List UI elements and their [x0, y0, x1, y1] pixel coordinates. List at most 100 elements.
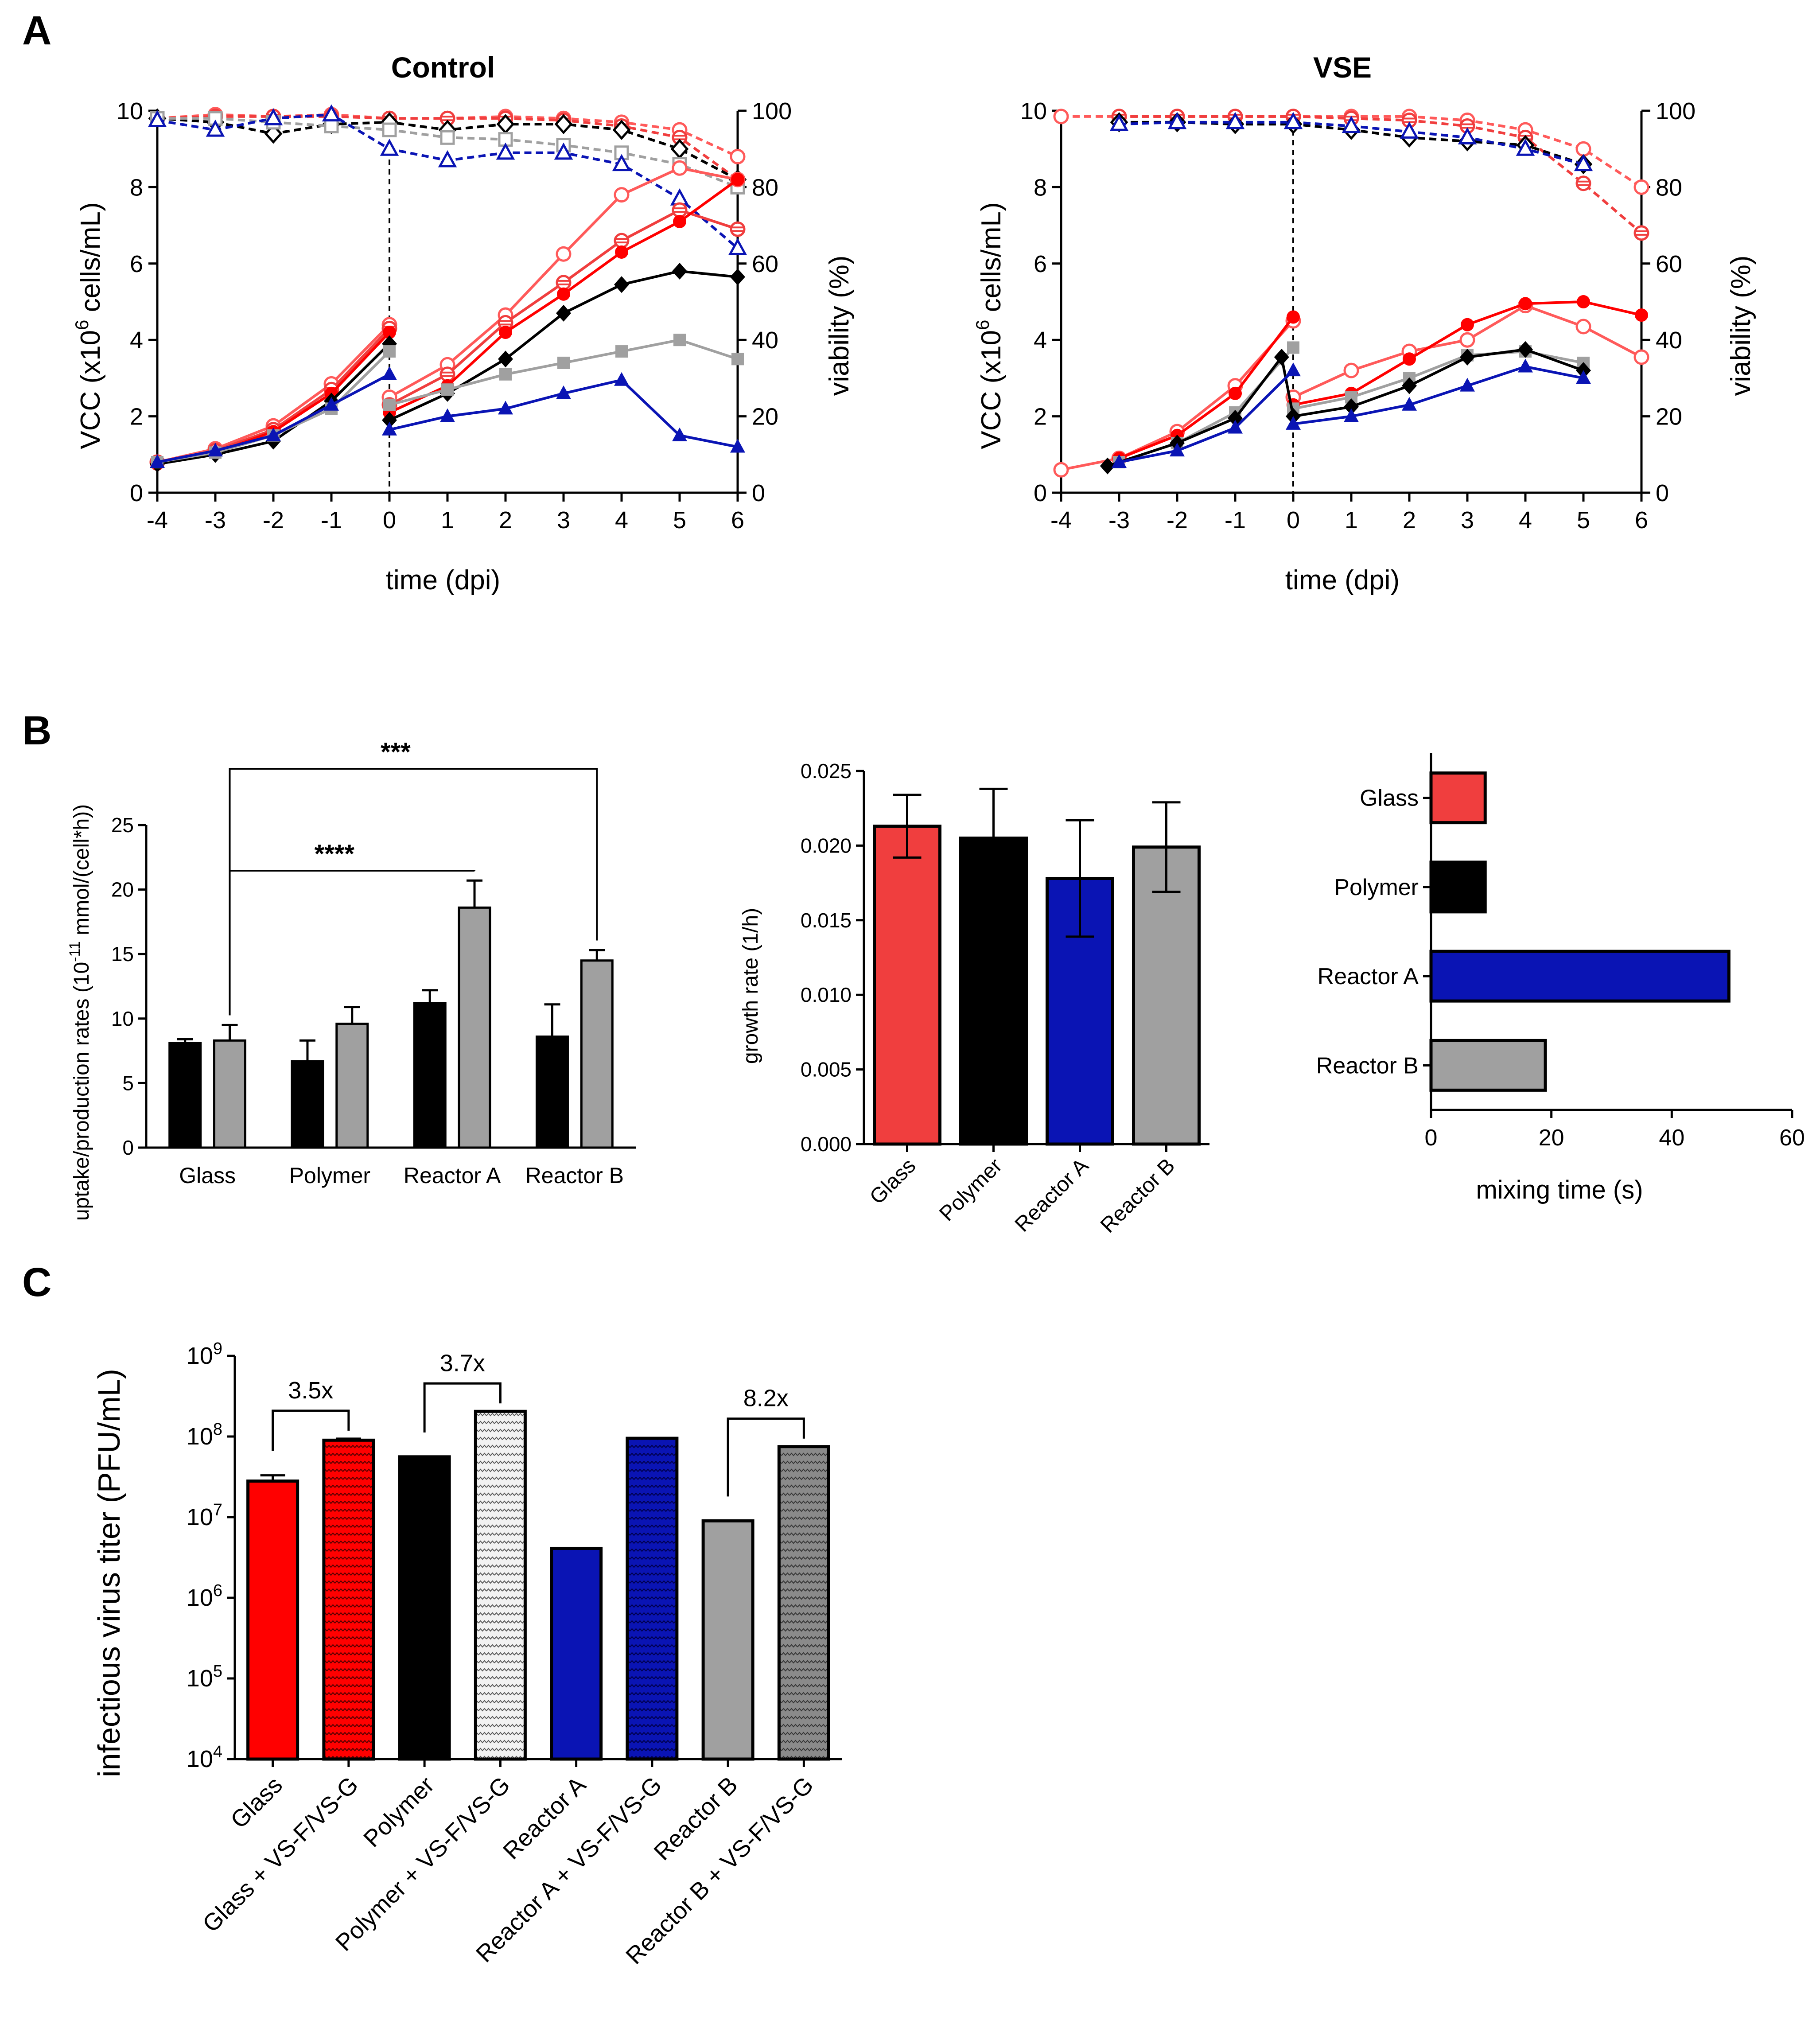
vse-y2tick-label: 100 [1656, 98, 1696, 125]
control-xtick-label: 2 [499, 507, 512, 533]
control-vcc-series-1-point [556, 246, 572, 262]
titer-ytick-exponent: 8 [213, 1420, 222, 1439]
control-viability-series-5-point [612, 154, 631, 171]
growth-category-label: Polymer [935, 1154, 1007, 1226]
chart-control: Control -4 -3 -2 -1 0 1 2 3 4 5 602468100204060801… [71, 51, 855, 596]
vse-vcc-series-2-point [1229, 386, 1242, 400]
vse-ytick-label: 4 [1034, 327, 1047, 354]
rates-bar [335, 1022, 369, 1149]
titer-ytick-label: 104 [187, 1743, 222, 1772]
vse-vcc-series-1-point [1343, 362, 1359, 378]
vse-viability-series-1-point [1633, 179, 1649, 195]
vse-vcc-series-4-point [1344, 398, 1359, 416]
growth-category-label: Reactor B [1096, 1154, 1179, 1237]
vse-viability-series-4 [1109, 112, 1593, 171]
vse-ytick-label: 0 [1034, 480, 1047, 506]
vse-xtick-label: 4 [1519, 507, 1532, 533]
rates-category-label: Polymer [289, 1163, 370, 1188]
control-viability-series-5-point [438, 150, 457, 167]
control-viability-series-5-point [380, 139, 399, 156]
control-vcc-series-5-point [383, 345, 396, 358]
titer-fold-label: 3.5x [288, 1377, 333, 1404]
growth-category-label: Reactor A [1011, 1154, 1093, 1237]
control-ytick-label: 10 [117, 98, 143, 125]
titer-bar [322, 1438, 375, 1761]
vse-vcc-series-2-point [1635, 308, 1648, 322]
vse-vcc-series-4-point [1274, 348, 1289, 366]
control-viability-series-4-point [382, 122, 397, 137]
chart-mixing: 0 20 40 60 Glass Polymer Reactor A Reactor B mi… [1316, 753, 1805, 1204]
vse-ytick-label: 8 [1034, 174, 1047, 201]
chart-rates-ylabel-tail: mmol/(cell*h)) [70, 804, 93, 941]
control-viability-series-5-point [728, 238, 747, 255]
vse-vcc-series-5-point [1112, 454, 1127, 468]
rates-significance-bracket [229, 768, 598, 1016]
vse-vcc-series-5-point [1228, 420, 1243, 434]
titer-fold-bracket [727, 1417, 805, 1497]
vse-vcc-series-2-point [1461, 318, 1474, 331]
chart-growth: 0.000 0.005 0.010 0.015 0.020 0.025 Glass Polym… [739, 759, 1209, 1238]
titer-ytick-base: 10 [187, 1665, 213, 1692]
vse-ytick-label: 10 [1020, 98, 1047, 125]
control-vcc-series-4-point [382, 412, 397, 429]
control-vcc-series-1-point [672, 160, 688, 176]
titer-ytick-label: 109 [187, 1339, 222, 1369]
control-xtick-label: 0 [383, 507, 396, 533]
vse-vcc-series-2-point [1403, 352, 1416, 366]
mixing-xtick-label: 60 [1779, 1125, 1805, 1151]
chart-titer-ylabel: infectious virus titer (PFU/mL) [92, 1369, 126, 1777]
mixing-category-label: Glass [1360, 786, 1419, 811]
control-vcc-series-5-point [383, 398, 396, 411]
rates-category-label: Reactor B [525, 1163, 624, 1188]
vse-vcc-series-1-point [1633, 349, 1649, 365]
vse-xtick-label: -1 [1225, 507, 1246, 533]
titer-bar [246, 1479, 299, 1761]
control-vcc-series-3-point [557, 287, 570, 301]
rates-ytick-label: 25 [111, 814, 134, 837]
vse-ytick-label: 6 [1034, 251, 1047, 277]
rates-bar [535, 1036, 569, 1149]
titer-ytick-exponent: 6 [213, 1581, 222, 1600]
titer-ytick-exponent: 5 [213, 1662, 222, 1681]
control-vcc-series-1-point [614, 187, 630, 203]
chart-growth-ylabel: growth rate (1/h) [739, 908, 762, 1064]
vse-xtick-label: 3 [1461, 507, 1474, 533]
chart-vse-ylabel-sup: 6 [972, 320, 993, 330]
growth-ytick-label: 0.005 [801, 1058, 852, 1081]
chart-rates-ylabel: uptake/production rates (10-11 mmol/(cel… [66, 804, 93, 1221]
growth-ytick-label: 0.010 [801, 983, 852, 1006]
control-xtick-label: 1 [441, 507, 454, 533]
titer-ytick-exponent: 4 [213, 1743, 222, 1761]
chart-rates-ylabel-sup: -11 [66, 941, 83, 962]
vse-vcc-series-5-point [1286, 362, 1301, 377]
control-viability-series-4-point [324, 118, 339, 133]
vse-viability-series-4-point [1516, 139, 1535, 156]
control-vcc-series-5-point [557, 356, 570, 369]
titer-fold-bracket [272, 1409, 350, 1451]
control-vcc-series-6-point [614, 372, 629, 386]
vse-vcc-series-5-point [1286, 416, 1301, 430]
vse-viability-series-4-point [1225, 112, 1245, 129]
control-viability-series-4-point [614, 145, 629, 160]
control-viability-series-3-point [612, 120, 631, 140]
vse-y2tick-label: 60 [1656, 251, 1682, 277]
vse-viability-series-2 [1111, 109, 1649, 241]
mixing-bar [1429, 950, 1731, 1003]
vse-xtick-label: 1 [1345, 507, 1358, 533]
vse-ytick-label: 2 [1034, 404, 1047, 430]
control-viability-series-5-point [554, 142, 573, 160]
control-vcc-series-5-point [673, 334, 686, 346]
chart-control-ylabel-sup: 6 [71, 320, 92, 330]
control-vcc-series-5-point [615, 345, 628, 358]
vse-vcc-series-5-point [1460, 378, 1475, 392]
control-vcc-series-4-point [556, 304, 571, 322]
rates-bar [458, 906, 491, 1149]
chart-vse-title: VSE [1313, 51, 1372, 84]
chart-vse-ylabel: VCC (x106 cells/mL) [972, 202, 1007, 449]
mixing-category-label: Polymer [1334, 875, 1419, 900]
chart-vse-y2label: viability (%) [1726, 256, 1756, 396]
titer-ytick-exponent: 7 [213, 1501, 222, 1519]
